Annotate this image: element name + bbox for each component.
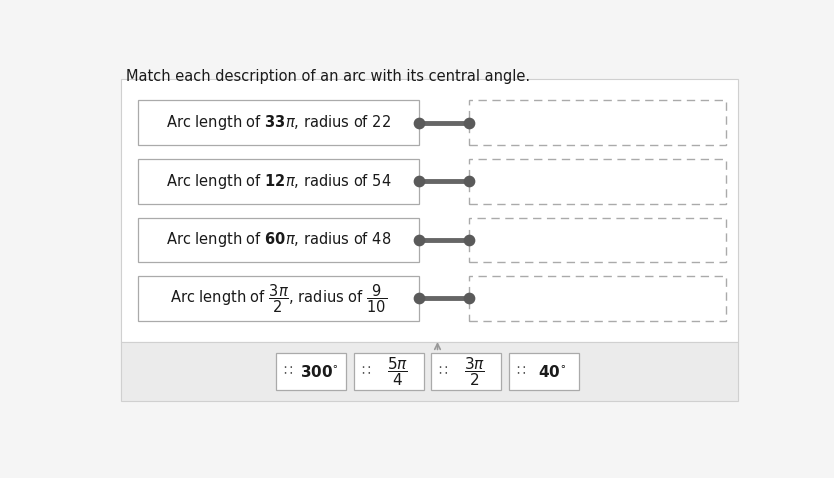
Text: $\mathbf{40}^{\circ}$: $\mathbf{40}^{\circ}$ [538, 364, 566, 380]
Text: Arc length of $\mathbf{60}\pi$, radius of 48: Arc length of $\mathbf{60}\pi$, radius o… [166, 230, 391, 250]
FancyBboxPatch shape [431, 353, 501, 390]
Point [412, 294, 425, 302]
FancyBboxPatch shape [276, 353, 346, 390]
Text: Arc length of $\mathbf{12}\pi$, radius of 54: Arc length of $\mathbf{12}\pi$, radius o… [166, 172, 391, 191]
FancyBboxPatch shape [469, 100, 726, 145]
Text: ∷: ∷ [284, 365, 292, 379]
FancyBboxPatch shape [138, 217, 419, 262]
Text: ∷: ∷ [515, 365, 525, 379]
Text: $\dfrac{3\pi}{2}$: $\dfrac{3\pi}{2}$ [465, 355, 485, 388]
FancyBboxPatch shape [469, 217, 726, 262]
FancyBboxPatch shape [469, 276, 726, 321]
FancyBboxPatch shape [121, 79, 738, 342]
Point [412, 177, 425, 185]
Text: $\mathbf{300}^{\circ}$: $\mathbf{300}^{\circ}$ [300, 364, 339, 380]
FancyBboxPatch shape [138, 159, 419, 204]
Text: Arc length of $\dfrac{3\pi}{2}$, radius of $\dfrac{9}{10}$: Arc length of $\dfrac{3\pi}{2}$, radius … [170, 282, 387, 315]
FancyBboxPatch shape [469, 159, 726, 204]
Text: $\dfrac{5\pi}{4}$: $\dfrac{5\pi}{4}$ [387, 355, 408, 388]
Text: ∷: ∷ [439, 365, 447, 379]
Text: Match each description of an arc with its central angle.: Match each description of an arc with it… [126, 69, 530, 84]
Text: ∷: ∷ [361, 365, 369, 379]
Point [462, 236, 475, 244]
Point [412, 119, 425, 127]
FancyBboxPatch shape [138, 276, 419, 321]
FancyBboxPatch shape [138, 100, 419, 145]
Text: Arc length of $\mathbf{33}\pi$, radius of 22: Arc length of $\mathbf{33}\pi$, radius o… [166, 113, 391, 132]
FancyBboxPatch shape [121, 342, 738, 401]
Point [462, 294, 475, 302]
FancyBboxPatch shape [509, 353, 579, 390]
Point [462, 119, 475, 127]
Point [412, 236, 425, 244]
FancyBboxPatch shape [354, 353, 424, 390]
Point [462, 177, 475, 185]
